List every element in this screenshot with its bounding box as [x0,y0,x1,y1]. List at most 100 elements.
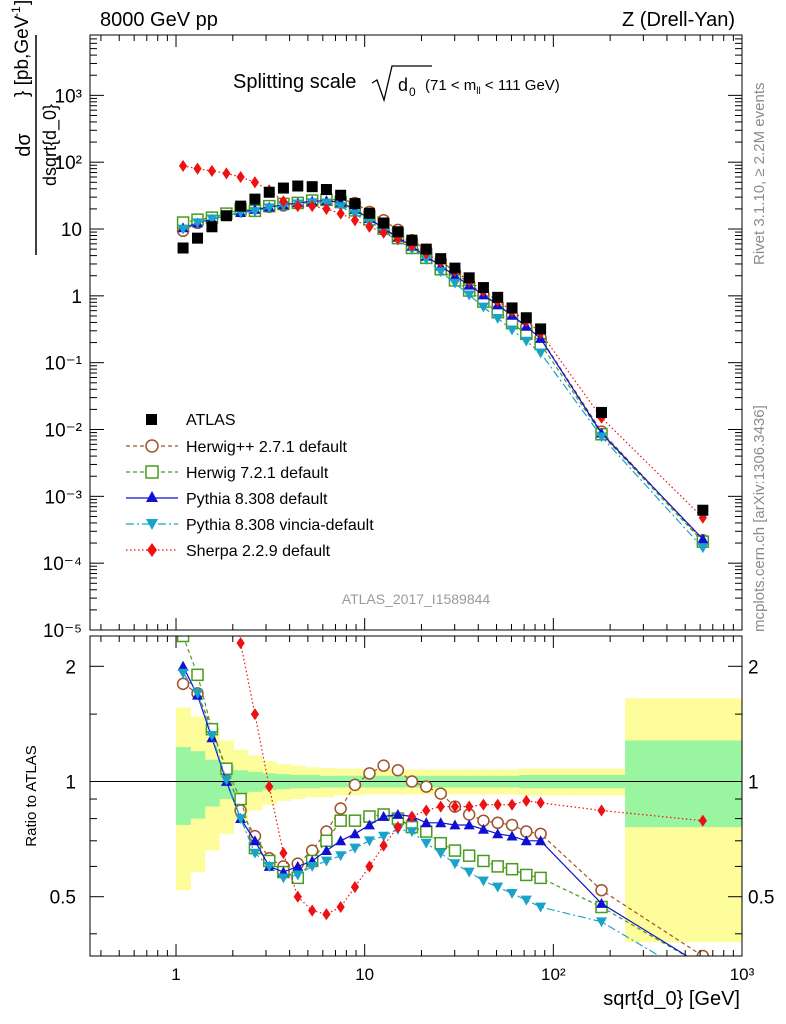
svg-text:ATLAS: ATLAS [186,412,236,429]
main-point-vincia [177,224,189,235]
ratio-point-herwig7 [320,834,333,848]
ratio-band-inner-bin [625,740,742,828]
main-point-atlas [520,312,532,324]
header-process: Z (Drell-Yan) [622,9,735,31]
sqrt-d0-symbol: d 0 [371,65,432,103]
ratio-point-vincia [306,862,318,872]
main-point-vincia [492,313,504,324]
ratio-y-axis-label: Ratio to ATLAS [23,745,40,846]
ratio-point-vincia [235,814,247,825]
ratio-point-sherpa [407,810,417,823]
main-point-vincia [535,348,547,359]
ratio-point-sherpa [493,798,502,811]
legend-entry-herwig7: Herwig 7.2.1 default [126,465,329,482]
main-point-atlas [335,189,347,201]
ratio-point-vincia [506,889,518,899]
main-point-atlas [378,217,390,229]
ratio-point-sherpa [450,800,460,813]
ratio-point-pythia [697,960,708,970]
ratio-point-pythia [463,819,475,830]
main-point-vincia [463,290,475,301]
ratio-y-tick-label-right: 2 [748,657,759,678]
main-point-atlas [492,291,504,303]
main-y-tick-label: 10⁻⁵ [43,621,82,642]
main-y-tick-label: 10⁻⁴ [43,554,82,575]
main-point-vincia [595,432,607,443]
ratio-point-sherpa [479,798,488,811]
ratio-band-inner-bin [190,751,206,819]
legend: ATLAS Herwig++ 2.7.1 default Herwig 7.2.… [126,412,374,560]
ratio-point-pythia [535,835,547,846]
ratio-point-herwig7 [697,960,708,971]
ratio-y-tick-label-left: 1 [65,773,76,794]
ratio-point-sherpa [393,821,403,834]
main-point-atlas [535,323,547,335]
main-point-sherpa [350,214,360,227]
ratio-point-herwig7 [176,636,190,643]
main-point-atlas [506,302,518,314]
ratio-point-vincia [463,867,475,878]
ratio-line-vincia [182,672,661,956]
ratio-point-sherpa [507,798,517,811]
svg-text:-1: -1 [9,6,23,17]
ratio-point-pythia [392,808,404,819]
ratio-point-herwig7 [419,825,433,838]
main-point-atlas [349,198,361,210]
svg-text:Pythia 8.308 vincia-default: Pythia 8.308 vincia-default [186,517,374,534]
ratio-point-vincia [406,827,418,838]
ratio-point-vincia [535,902,547,913]
ratio-band-inner-bin [175,747,191,825]
main-point-sherpa [250,176,260,189]
ratio-point-herwigpp [363,767,376,780]
legend-entry-pythia: Pythia 8.308 default [126,491,328,508]
x-tick-label: 10³ [730,965,755,984]
main-y-tick-label: 10 [61,220,82,241]
ratio-point-vincia [492,882,504,893]
main-point-vincia [477,302,489,313]
ratio-panel: 0.5 0.5 1 1 2 2 Ratio to ATLAS [23,635,774,971]
ratio-point-sherpa [308,904,317,917]
ratio-panel-frame [89,635,743,957]
main-point-vincia [335,202,347,213]
ratio-point-pythia [249,835,261,846]
main-point-vincia [263,203,275,214]
main-point-atlas [406,234,418,246]
main-point-atlas [292,180,304,192]
x-tick-label: 1 [171,965,180,984]
ratio-line-sherpa [238,636,703,915]
ratio-point-herwigpp [419,780,433,793]
ratio-y-tick-label-right: 0.5 [748,888,774,909]
main-point-sherpa [393,232,403,246]
ratio-point-herwig7 [234,792,247,806]
ratio-line-pythia [182,666,689,956]
ratio-point-sherpa [436,800,445,813]
main-y-tick-label: 10⁻¹ [45,354,83,375]
svg-text:Sherpa 2.2.9 default: Sherpa 2.2.9 default [186,543,331,560]
main-point-vincia [697,543,709,554]
main-line-vincia [182,202,704,549]
main-point-atlas [435,253,447,265]
ratio-point-vincia [363,836,375,847]
ratio-point-vincia [477,876,489,887]
svg-text:dσ: dσ [13,133,35,157]
ratio-point-vincia [177,668,189,679]
main-point-sherpa [236,170,245,184]
ratio-point-vincia [349,843,361,854]
main-point-atlas [206,221,218,233]
ratio-point-vincia [206,730,218,741]
x-axis-label: sqrt{d_0} [GeV] [603,988,740,1010]
ratio-line-herwigpp [182,683,704,956]
ratio-point-vincia [420,838,432,849]
svg-text:Herwig++ 2.7.1 default: Herwig++ 2.7.1 default [186,439,348,456]
ratio-point-pythia [595,898,607,908]
main-point-vincia [206,214,218,225]
main-point-atlas [363,207,375,219]
ratio-point-herwigpp [505,818,519,832]
svg-text:0: 0 [409,85,416,99]
ratio-point-pythia [520,835,532,846]
main-y-tick-label: 1 [71,287,82,308]
ratio-point-pythia [292,860,304,871]
ratio-point-pythia [435,817,447,828]
ratio-point-herwig7 [448,844,462,857]
